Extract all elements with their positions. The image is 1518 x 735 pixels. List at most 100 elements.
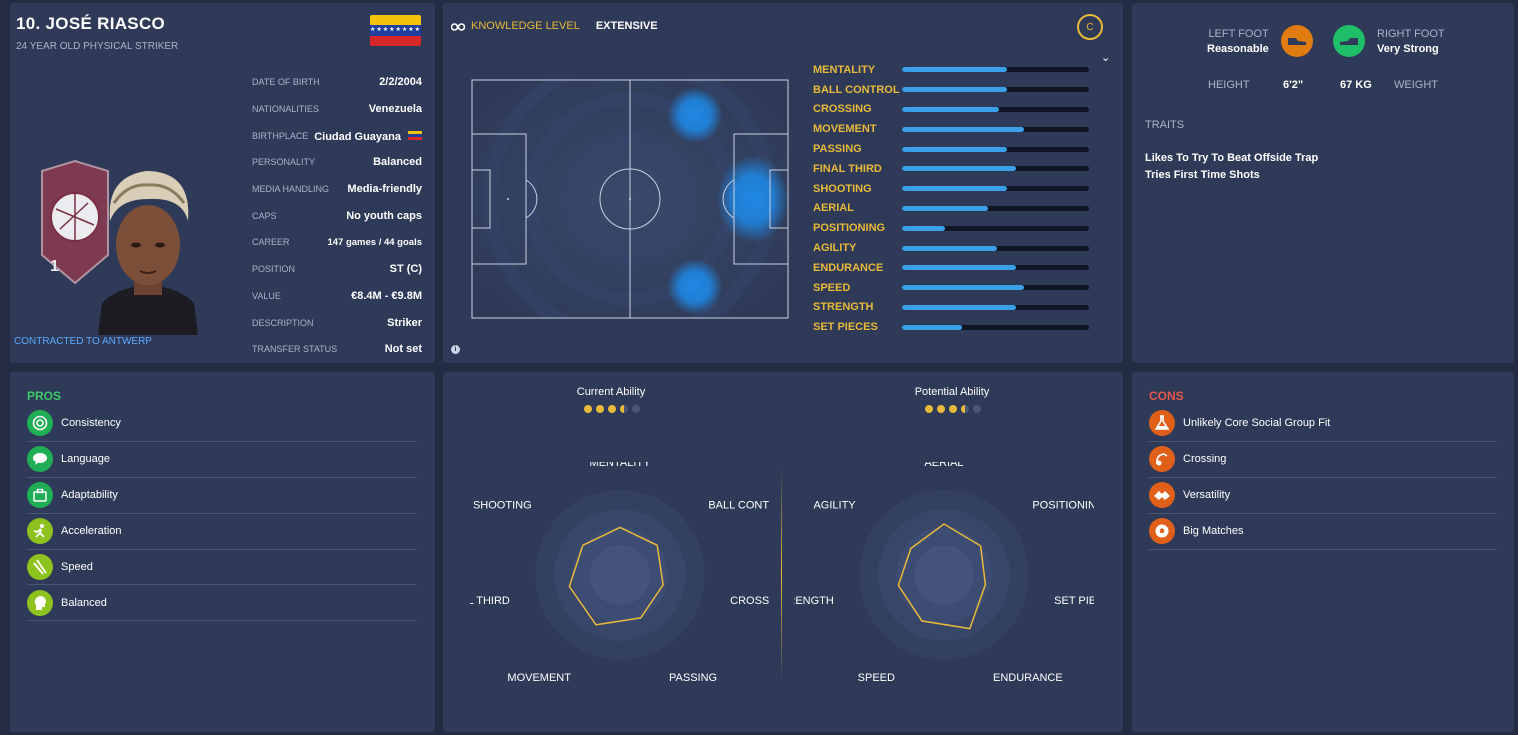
nationality-link[interactable]: Venezuela bbox=[368, 103, 422, 116]
traits-heading: TRAITS bbox=[1145, 119, 1185, 131]
info-key: NATIONALITIES bbox=[252, 104, 319, 115]
role-badge[interactable]: C bbox=[1077, 14, 1103, 40]
info-key: VALUE bbox=[252, 290, 281, 301]
info-row-caps: CAPS No youth caps bbox=[252, 202, 422, 229]
info-row-description: DESCRIPTION Striker bbox=[252, 309, 422, 336]
star-dot bbox=[584, 405, 592, 413]
info-icon[interactable]: i bbox=[451, 345, 460, 354]
traits-list: Likes To Try To Beat Offside Trap Tries … bbox=[1145, 150, 1318, 184]
list-item[interactable]: Crossing bbox=[1149, 442, 1497, 478]
attribute-bar bbox=[902, 166, 1089, 172]
list-item[interactable]: Adaptability bbox=[27, 478, 417, 514]
attribute-name: MENTALITY bbox=[813, 63, 876, 76]
attribute-name: FINAL THIRD bbox=[813, 162, 882, 175]
attribute-row[interactable]: ENDURANCE bbox=[813, 258, 1089, 278]
knowledge-level-value: EXTENSIVE bbox=[595, 20, 658, 32]
pros-heading: PROS bbox=[27, 389, 62, 403]
attribute-bar-fill bbox=[902, 324, 962, 330]
right-foot-label: RIGHT FOOT bbox=[1377, 27, 1445, 40]
attribute-bar bbox=[902, 225, 1089, 231]
list-item[interactable]: Versatility bbox=[1149, 478, 1497, 514]
con-label: Unlikely Core Social Group Fit bbox=[1183, 417, 1331, 430]
list-item[interactable]: Language bbox=[27, 442, 417, 478]
attribute-name: POSITIONING bbox=[813, 222, 886, 235]
star-dot bbox=[925, 405, 933, 413]
radar-axis-label: FINAL THIRD bbox=[470, 595, 510, 607]
boot-icon bbox=[1333, 25, 1365, 57]
potential-ability-label: Potential Ability bbox=[914, 386, 990, 398]
attribute-row[interactable]: AERIAL bbox=[813, 199, 1089, 219]
attribute-name: AERIAL bbox=[813, 202, 854, 215]
info-key: MEDIA HANDLING bbox=[252, 184, 330, 195]
list-item[interactable]: Speed bbox=[27, 550, 417, 586]
list-item[interactable]: Acceleration bbox=[27, 514, 417, 550]
attribute-bar bbox=[902, 146, 1089, 152]
attribute-row[interactable]: SET PIECES bbox=[813, 317, 1089, 337]
binoculars-icon bbox=[451, 22, 465, 31]
boot-icon bbox=[1280, 25, 1313, 57]
left-foot: LEFT FOOT Reasonable bbox=[1207, 25, 1313, 57]
trait-item[interactable]: Tries First Time Shots bbox=[1145, 169, 1260, 181]
list-item[interactable]: Consistency bbox=[27, 406, 417, 442]
attribute-row[interactable]: STRENGTH bbox=[813, 298, 1089, 318]
info-key: DATE OF BIRTH bbox=[252, 77, 320, 88]
attribute-row[interactable]: CROSSING bbox=[813, 100, 1089, 120]
birthplace-link[interactable]: Ciudad Guayana bbox=[314, 130, 401, 143]
knowledge-level: KNOWLEDGE LEVEL EXTENSIVE bbox=[451, 20, 658, 32]
info-key: BIRTHPLACE bbox=[252, 130, 309, 141]
radar-ring bbox=[914, 545, 974, 605]
attribute-row[interactable]: MENTALITY bbox=[813, 60, 1089, 80]
info-key: PERSONALITY bbox=[252, 157, 316, 168]
info-row-transfer-status: TRANSFER STATUS Not set bbox=[252, 336, 422, 363]
info-key: CAREER bbox=[252, 237, 290, 248]
current-ability-radar: MENTALITY BALL CONTROL CROSSING PASSING MOVE… bbox=[470, 462, 770, 684]
attribute-row[interactable]: PASSING bbox=[813, 139, 1089, 159]
attribute-bar bbox=[902, 265, 1089, 271]
chevron-down-icon[interactable]: ⌄ bbox=[1101, 52, 1111, 64]
radar-shape bbox=[568, 526, 664, 626]
trait-item[interactable]: Likes To Try To Beat Offside Trap bbox=[1145, 152, 1319, 164]
list-item[interactable]: Unlikely Core Social Group Fit bbox=[1149, 406, 1497, 442]
cons-list: Unlikely Core Social Group Fit Crossing … bbox=[1149, 406, 1497, 550]
attribute-row[interactable]: FINAL THIRD bbox=[813, 159, 1089, 179]
list-item[interactable]: Balanced bbox=[27, 585, 417, 622]
attribute-row[interactable]: POSITIONING bbox=[813, 218, 1089, 238]
pros-list: Consistency Language Adaptability Accele… bbox=[27, 406, 417, 622]
radar-axis-label: CROSSING bbox=[730, 595, 770, 607]
attribute-bar-fill bbox=[902, 106, 1000, 112]
speech-bubble-icon bbox=[27, 446, 53, 473]
info-row-dob: DATE OF BIRTH 2/2/2004 bbox=[252, 69, 422, 96]
attribute-row[interactable]: MOVEMENT bbox=[813, 119, 1089, 139]
radar-axis-label: BALL CONTROL bbox=[708, 500, 770, 512]
weight-label: WEIGHT bbox=[1394, 79, 1438, 91]
attribute-bar bbox=[902, 67, 1089, 73]
pro-label: Acceleration bbox=[61, 525, 122, 538]
target-icon bbox=[27, 410, 53, 437]
attribute-bar-fill bbox=[902, 146, 1007, 152]
radar-axis-label: SHOOTING bbox=[473, 500, 532, 512]
attribute-row[interactable]: SPEED bbox=[813, 278, 1089, 298]
star-dot bbox=[596, 405, 604, 413]
list-item[interactable]: Big Matches bbox=[1149, 514, 1497, 550]
attribute-row[interactable]: AGILITY bbox=[813, 238, 1089, 258]
attribute-bar-fill bbox=[902, 265, 1017, 271]
radar-axis-label: AGILITY bbox=[813, 500, 856, 512]
info-row-position: POSITION ST (C) bbox=[252, 256, 422, 283]
info-key: DESCRIPTION bbox=[252, 317, 314, 328]
attribute-name: AGILITY bbox=[813, 242, 857, 255]
club-badge-icon: 1 bbox=[41, 159, 109, 285]
pro-label: Balanced bbox=[61, 596, 107, 609]
heat-spot bbox=[667, 259, 723, 315]
star-dot bbox=[961, 405, 969, 413]
player-info-list: DATE OF BIRTH 2/2/2004 NATIONALITIES Venez… bbox=[252, 69, 422, 363]
attribute-row[interactable]: SHOOTING bbox=[813, 179, 1089, 199]
attribute-bar bbox=[902, 186, 1089, 192]
player-name: 10. JOSÉ RIASCO bbox=[16, 14, 166, 33]
attribute-bar-fill bbox=[902, 304, 1017, 310]
flask-icon bbox=[1149, 410, 1175, 437]
attribute-name: ENDURANCE bbox=[813, 261, 884, 274]
radar-axis-label: ENDURANCE bbox=[993, 672, 1063, 684]
attribute-row[interactable]: BALL CONTROL bbox=[813, 80, 1089, 100]
pro-label: Language bbox=[61, 453, 110, 466]
contract-status-link[interactable]: CONTRACTED TO ANTWERP bbox=[14, 336, 152, 347]
